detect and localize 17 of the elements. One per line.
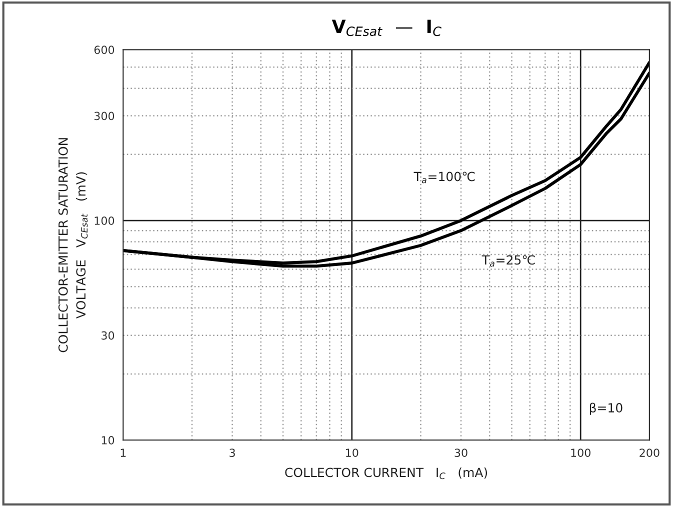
text: COLLECTOR-EMITTER SATURATION VOLTAGE V$_{CEsat}$ (mV) xyxy=(58,138,88,352)
annotation: β=10 xyxy=(590,402,622,415)
y-tick-label: 100 xyxy=(94,216,114,225)
text: COLLECTOR CURRENT I$_{C}$ (mA) xyxy=(285,467,488,480)
x-tick-label: 100 xyxy=(571,448,590,458)
y-tick-label: 300 xyxy=(94,112,114,120)
y-tick-label: 600 xyxy=(94,46,114,54)
chart-title: V$_{CEsat}$ — I$_{C}$ xyxy=(332,20,442,36)
y-tick-label: 10 xyxy=(102,436,114,444)
x-tick-label: 200 xyxy=(640,448,660,458)
x-tick-label: 10 xyxy=(346,448,358,458)
text: T$_{a}$=25℃ xyxy=(482,255,535,267)
text: T$_{a}$=100℃ xyxy=(414,172,475,184)
x-tick-label: 3 xyxy=(230,448,235,458)
x-tick-label: 1 xyxy=(120,448,126,457)
x-tick-label: 30 xyxy=(454,448,468,458)
y-tick-label: 30 xyxy=(102,331,114,340)
